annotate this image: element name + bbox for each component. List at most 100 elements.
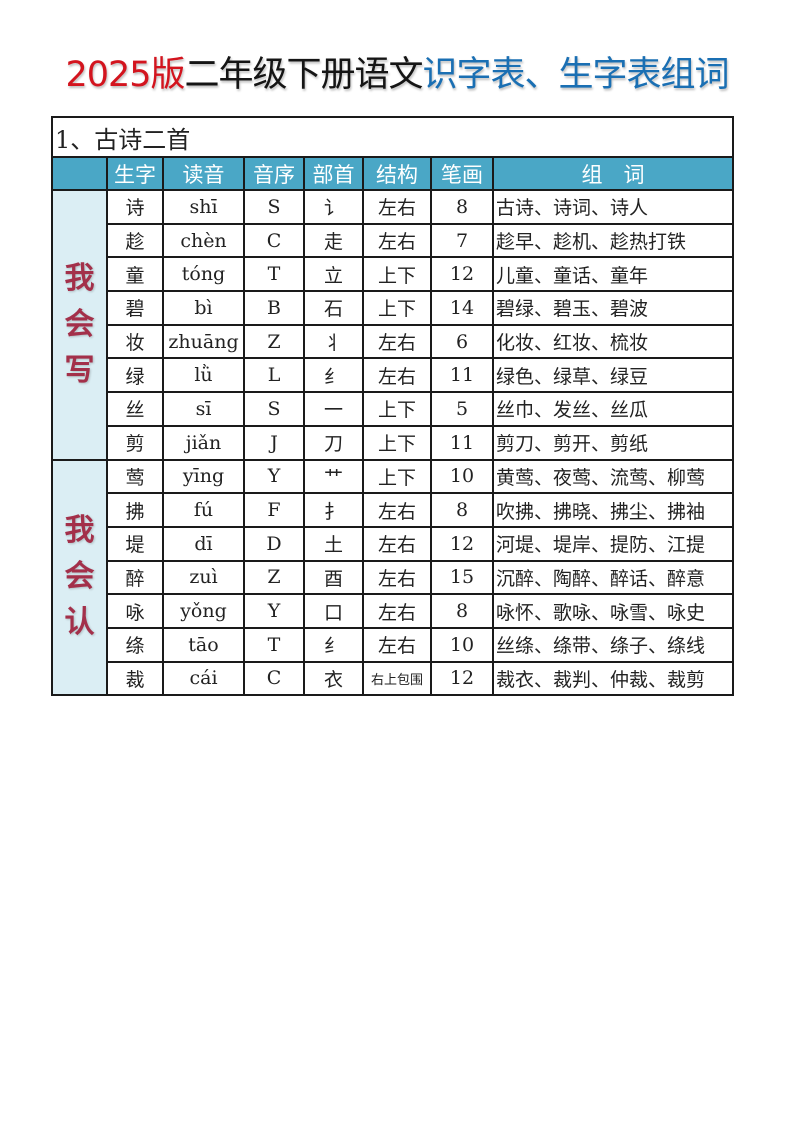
header-structure: 结构 (362, 156, 432, 191)
cell-pinyin: cái (162, 660, 245, 697)
cell-structure: 左右 (362, 357, 432, 394)
cell-words: 丝绦、绦带、绦子、绦线 (491, 626, 735, 663)
cell-words: 丝巾、发丝、丝瓜 (491, 391, 735, 427)
table-row: 醉 zuì Z 酉左右 15 沉醉、陶醉、醉话、醉意 (52, 559, 735, 596)
table-row: 丝 sī S 一上下 5 丝巾、发丝、丝瓜 (52, 391, 735, 427)
group-label: 我会认 (64, 513, 95, 641)
cell-words: 绿色、绿草、绿豆 (491, 357, 735, 394)
cell-radical: 刀 (303, 424, 364, 461)
cell-strokes: 5 (430, 391, 494, 427)
cell-words: 碧绿、碧玉、碧波 (491, 290, 735, 326)
cell-structure: 左右 (362, 492, 432, 528)
cell-structure: 上下 (362, 290, 432, 326)
table-row: 趁 chèn C 走左右 7 趁早、趁机、趁热打铁 (52, 222, 735, 259)
cell-words: 裁衣、裁判、仲裁、裁剪 (491, 660, 735, 697)
cell-radical: 石 (303, 290, 364, 326)
cell-pinyin: yǒng (162, 593, 245, 629)
cell-char: 醉 (106, 559, 164, 596)
cell-strokes: 12 (430, 256, 494, 293)
cell-char: 童 (106, 256, 164, 293)
cell-initial: Y (243, 458, 305, 495)
cell-radical: 艹 (303, 458, 364, 495)
cell-pinyin: sī (162, 391, 245, 427)
cell-strokes: 12 (430, 660, 494, 697)
cell-words: 沉醉、陶醉、醉话、醉意 (491, 559, 735, 596)
cell-strokes: 6 (430, 323, 494, 360)
cell-pinyin: fú (162, 492, 245, 528)
cell-initial: F (243, 492, 305, 528)
cell-pinyin: jiǎn (162, 424, 245, 461)
cell-char: 咏 (106, 593, 164, 629)
table-row: 咏 yǒng Y 口左右 8 咏怀、歌咏、咏雪、咏史 (52, 593, 735, 629)
cell-char: 剪 (106, 424, 164, 461)
cell-initial: S (243, 391, 305, 427)
cell-words: 河堤、堤岸、提防、江提 (491, 525, 735, 562)
cell-initial: J (243, 424, 305, 461)
cell-words: 古诗、诗词、诗人 (491, 189, 735, 225)
cell-radical: 纟 (303, 357, 364, 394)
cell-radical: 纟 (303, 626, 364, 663)
table-row: 我会认莺 yīng Y 艹上下 10 黄莺、夜莺、流莺、柳莺 (51, 458, 735, 697)
cell-strokes: 11 (430, 357, 494, 394)
cell-strokes: 15 (430, 559, 494, 596)
cell-strokes: 8 (430, 492, 494, 528)
cell-words: 黄莺、夜莺、流莺、柳莺 (491, 458, 735, 495)
header-pinyin: 读音 (162, 156, 245, 191)
cell-pinyin: tāo (162, 626, 245, 663)
cell-radical: 土 (303, 525, 364, 562)
cell-pinyin: yīng (162, 458, 245, 495)
cell-structure: 左右 (362, 323, 432, 360)
cell-structure: 左右 (362, 559, 432, 596)
cell-radical: 丬 (303, 323, 364, 360)
cell-initial: D (243, 525, 305, 562)
cell-strokes: 10 (430, 458, 494, 495)
cell-words: 化妆、红妆、梳妆 (491, 323, 735, 360)
cell-structure: 上下 (362, 458, 432, 495)
cell-radical: 酉 (303, 559, 364, 596)
cell-char: 莺 (106, 458, 164, 495)
cell-structure: 上下 (362, 391, 432, 427)
title-grade: 二年级下册语文 (184, 55, 424, 95)
header-char: 生字 (106, 156, 164, 191)
cell-pinyin: chèn (162, 222, 245, 259)
cell-initial: C (243, 222, 305, 259)
cell-structure: 上下 (362, 256, 432, 293)
cell-structure: 左右 (362, 593, 432, 629)
header-radical: 部首 (303, 156, 364, 191)
header-row: 生字 读音 音序 部首 结构 笔画组 词 (51, 156, 735, 191)
cell-char: 绿 (106, 357, 164, 394)
cell-initial: T (243, 626, 305, 663)
table-row: 裁 cái C 衣右上包围 12 裁衣、裁判、仲裁、裁剪 (52, 660, 735, 697)
table-row: 绦 tāo T 纟左右 10 丝绦、绦带、绦子、绦线 (52, 626, 735, 663)
cell-initial: B (243, 290, 305, 326)
header-initial: 音序 (243, 156, 305, 191)
group-label: 我会写 (64, 260, 95, 388)
cell-strokes: 12 (430, 525, 494, 562)
cell-initial: C (243, 660, 305, 697)
cell-pinyin: shī (162, 189, 245, 225)
table-row: 绿 lǜ L 纟左右 11 绿色、绿草、绿豆 (52, 357, 735, 394)
header-strokes: 笔画 (430, 156, 494, 191)
cell-radical: 一 (303, 391, 364, 427)
cell-pinyin: bì (162, 290, 245, 326)
cell-words: 咏怀、歌咏、咏雪、咏史 (491, 593, 735, 629)
cell-strokes: 7 (430, 222, 494, 259)
cell-pinyin: zuì (162, 559, 245, 596)
cell-structure: 左右 (362, 626, 432, 663)
cell-strokes: 14 (430, 290, 494, 326)
cell-structure: 左右 (362, 222, 432, 259)
cell-pinyin: tóng (162, 256, 245, 293)
cell-char: 拂 (106, 492, 164, 528)
table-row: 童 tóng T 立上下 12 儿童、童话、童年 (52, 256, 735, 293)
cell-initial: Z (243, 559, 305, 596)
cell-char: 裁 (106, 660, 164, 697)
document-title: 2025版二年级下册语文识字表、生字表组词 (0, 52, 794, 98)
cell-char: 妆 (106, 323, 164, 360)
title-edition: 2025版 (65, 55, 185, 95)
cell-structure: 右上包围 (362, 660, 432, 697)
cell-words: 吹拂、拂晓、拂尘、拂袖 (491, 492, 735, 528)
table-row: 堤 dī D 土左右 12 河堤、堤岸、提防、江提 (52, 525, 735, 562)
lesson-title: 1、古诗二首 (50, 116, 735, 158)
group-cell: 我会写 (51, 189, 108, 461)
cell-strokes: 11 (430, 424, 494, 461)
